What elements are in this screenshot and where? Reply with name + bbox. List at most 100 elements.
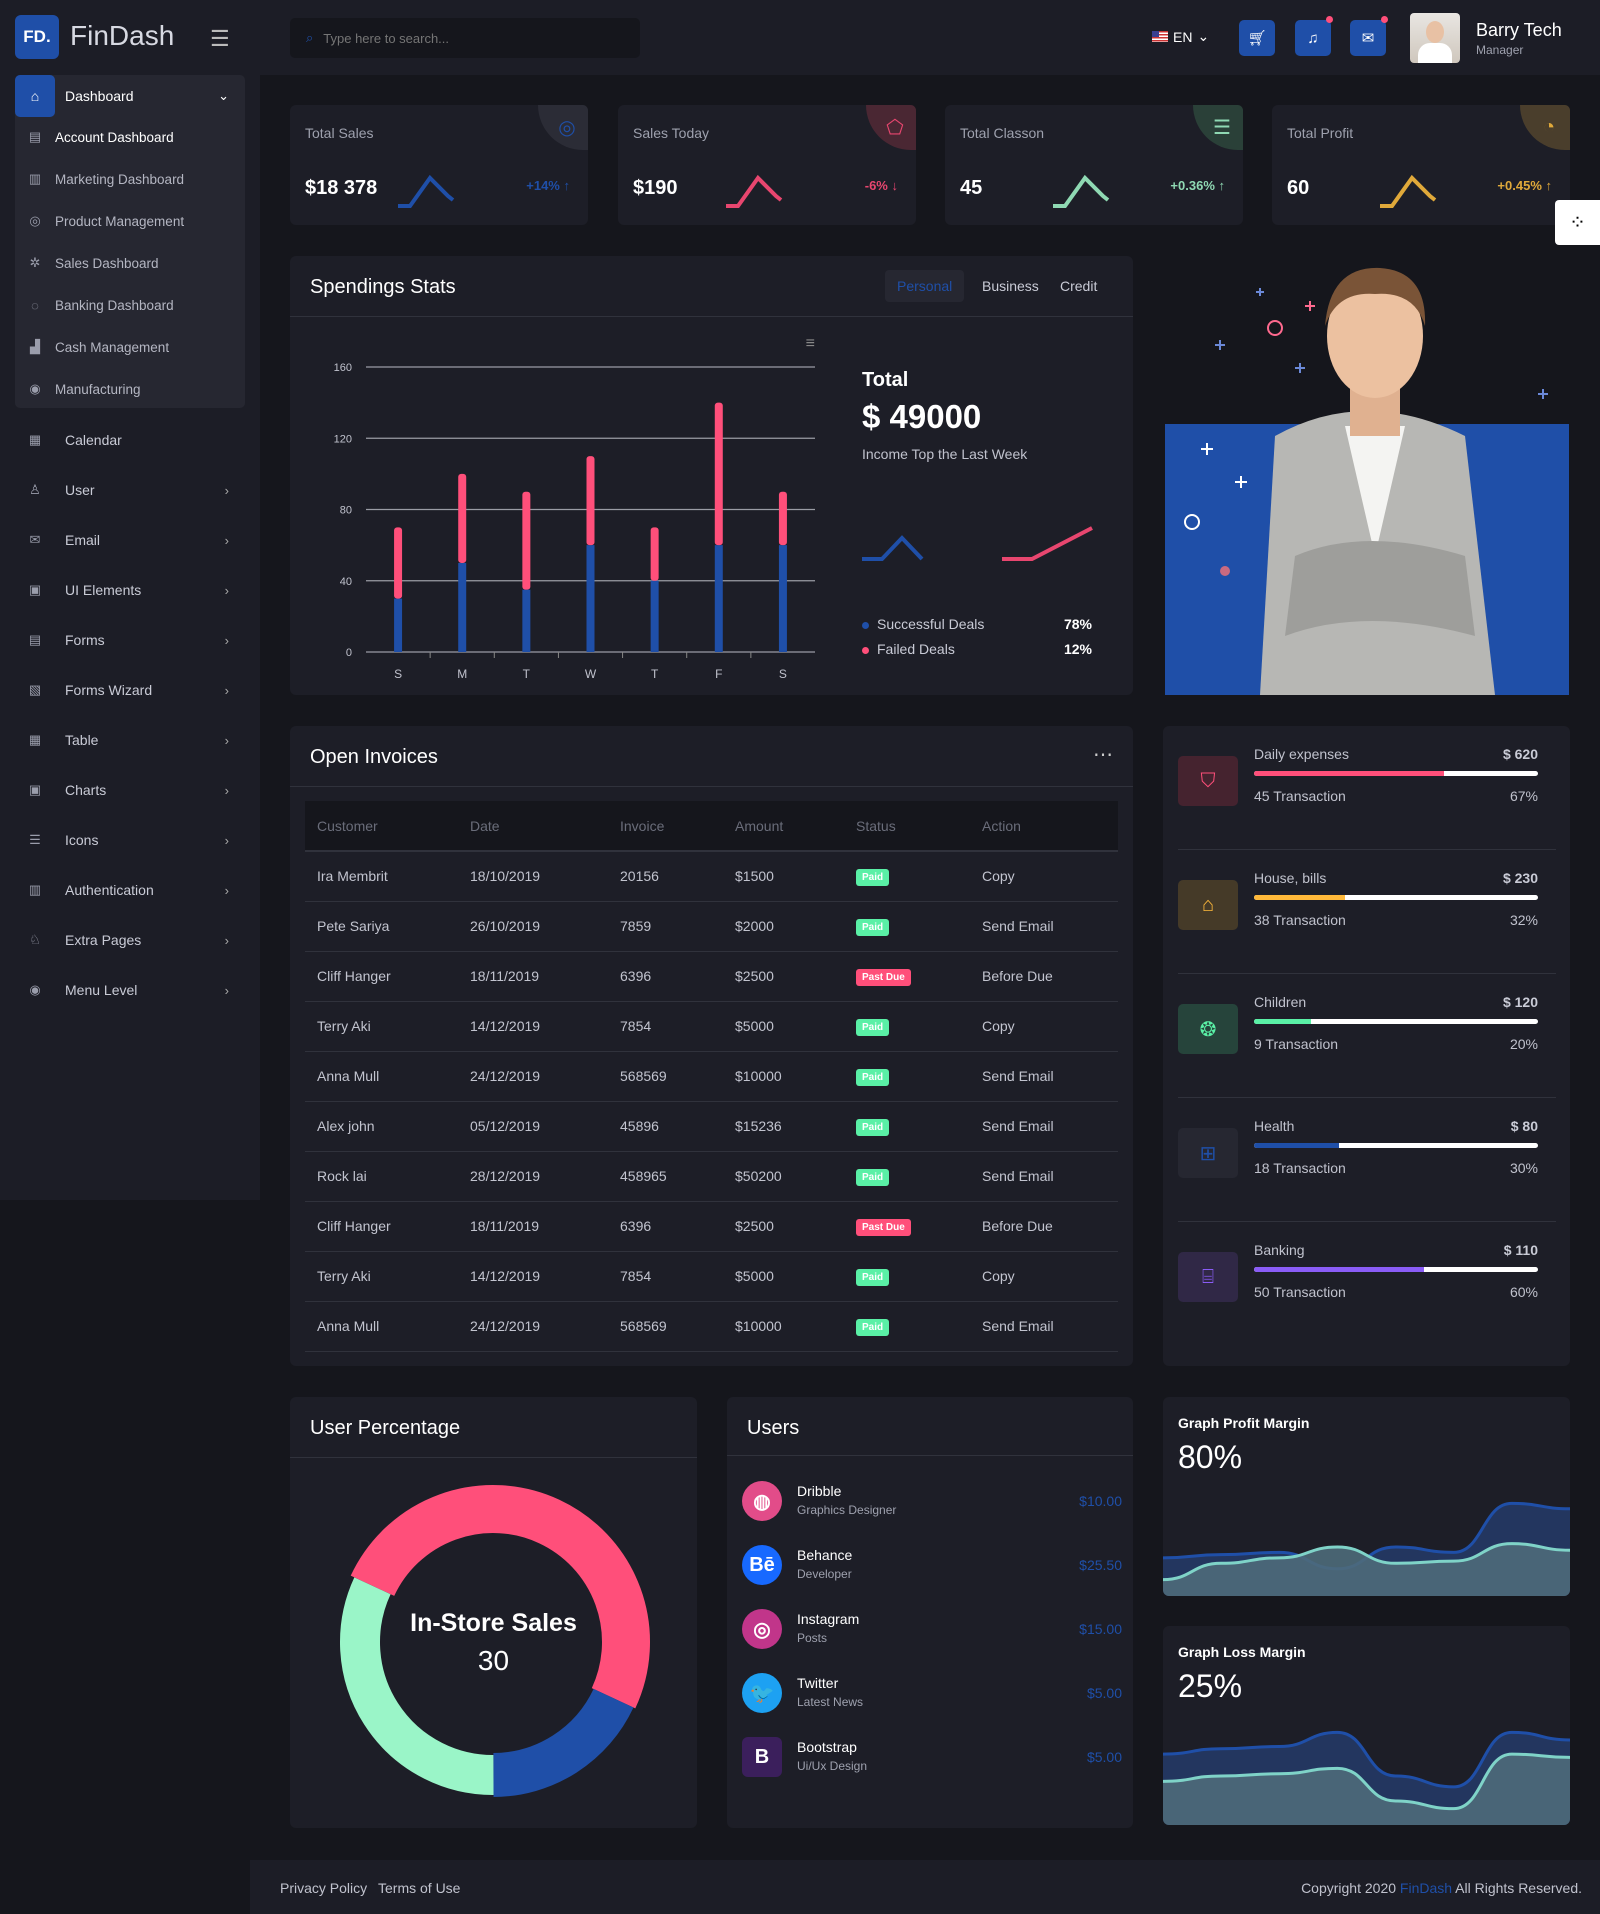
bar-successful-deals <box>458 562 467 652</box>
chevron-right-icon: › <box>224 782 229 798</box>
search-input[interactable] <box>323 30 614 46</box>
table-row[interactable]: Cliff Hanger 18/11/2019 6396 $2500 Past Due B… <box>305 1201 1118 1252</box>
table-row[interactable]: Alex john 05/12/2019 45896 $15236 Paid Send E… <box>305 1101 1118 1152</box>
tab-credit[interactable]: Credit <box>1060 278 1098 294</box>
amount-cell: $10000 <box>723 1051 844 1102</box>
sidebar-item-charts[interactable]: ▣ Charts › <box>15 770 245 810</box>
bar-failed-deals <box>714 402 723 546</box>
aperture-icon: ❂ <box>1178 1004 1238 1054</box>
action-link[interactable]: Send Email <box>970 1051 1118 1102</box>
tab-personal[interactable]: Personal <box>885 270 965 302</box>
table-row[interactable]: Rock lai 28/12/2019 458965 $50200 Paid Send E… <box>305 1151 1118 1202</box>
table-row[interactable]: Ira Membrit 18/10/2019 20156 $1500 Paid Copy <box>305 851 1118 902</box>
sidebar-subitem[interactable]: ◌ Banking Dashboard <box>15 285 245 325</box>
house-icon: ⌂ <box>1178 880 1238 930</box>
table-row[interactable]: Terry Aki 14/12/2019 7854 $5000 Paid Copy <box>305 1001 1118 1052</box>
sidebar-subitem[interactable]: ✲ Sales Dashboard <box>15 243 245 283</box>
column-header[interactable]: Customer <box>305 801 458 852</box>
sidebar-item-user[interactable]: ♙ User › <box>15 470 245 510</box>
sidebar-subitem[interactable]: ▟ Cash Management <box>15 327 245 367</box>
column-header[interactable]: Date <box>458 801 608 852</box>
invoice-cell: 458965 <box>608 1151 723 1202</box>
sidebar-subitem[interactable]: ▥ Marketing Dashboard <box>15 159 245 199</box>
amount-cell: $2500 <box>723 951 844 1002</box>
privacy-policy-link[interactable]: Privacy Policy <box>280 1880 368 1896</box>
area-fill <box>1163 1543 1570 1596</box>
action-link[interactable]: Before Due <box>970 1201 1118 1252</box>
arrow-up-icon: ↑ <box>1545 178 1553 193</box>
table-row[interactable]: Pete Sariya 26/10/2019 7859 $2000 Paid Send E… <box>305 901 1118 952</box>
action-link[interactable]: Copy <box>970 1001 1118 1052</box>
avatar[interactable] <box>1410 13 1460 63</box>
header: FD. FinDash ☰ ⌕ EN⌄ 🛒︎ ♫ ✉ Barry Tech Ma… <box>0 0 1600 75</box>
action-link[interactable]: Before Due <box>970 951 1118 1002</box>
bar-successful-deals <box>586 545 595 652</box>
chevron-right-icon: › <box>224 932 229 948</box>
invoices-table: Customer Date Invoice Amount Status Action Ira… <box>305 801 1118 1352</box>
action-link[interactable]: Send Email <box>970 901 1118 952</box>
column-header[interactable]: Invoice <box>608 801 723 852</box>
brand-link[interactable]: FinDash <box>1399 1880 1453 1896</box>
language-select[interactable]: EN ⌄ <box>1152 28 1209 45</box>
stat-card: ◔ Total Profit 60 +0.45% ↑ <box>1272 105 1570 225</box>
user-list-item[interactable]: ◎ Instagram Posts $15.00 <box>742 1597 1122 1661</box>
app-name[interactable]: FinDash <box>70 20 175 51</box>
sidebar-item-dashboard[interactable]: ⌂ Dashboard ⌄ <box>15 75 245 117</box>
invoice-cell: 7854 <box>608 1251 723 1302</box>
menu-icon[interactable]: ☰ <box>210 26 230 51</box>
invoice-cell: 7859 <box>608 901 723 952</box>
more-options-icon[interactable]: ⋯ <box>1093 744 1113 766</box>
column-header[interactable]: Action <box>970 801 1118 852</box>
tab-business[interactable]: Business <box>982 278 1039 294</box>
user-list-item[interactable]: 🐦 Twitter Latest News $5.00 <box>742 1661 1122 1725</box>
stat-value: 60 <box>1287 177 1310 199</box>
sidebar-item-forms[interactable]: ▤ Forms › <box>15 620 245 660</box>
menu-item-icon: ◉ <box>29 982 41 997</box>
user-list-item[interactable]: Bē Behance Developer $25.50 <box>742 1533 1122 1597</box>
action-link[interactable]: Send Email <box>970 1101 1118 1152</box>
status-badge: Paid <box>856 1318 890 1336</box>
user-name[interactable]: Barry Tech <box>1476 20 1562 40</box>
sidebar-item-ui-elements[interactable]: ▣ UI Elements › <box>15 570 245 610</box>
action-link[interactable]: Copy <box>970 1251 1118 1302</box>
sidebar-subitem[interactable]: ◉ Manufacturing <box>15 369 245 409</box>
amount-cell: $5000 <box>723 1251 844 1302</box>
table-row[interactable]: Terry Aki 14/12/2019 7854 $5000 Paid Copy <box>305 1251 1118 1302</box>
notifications-button[interactable]: ♫ <box>1295 16 1333 56</box>
sidebar-subitem[interactable]: ▤ Account Dashboard <box>15 117 245 157</box>
sidebar-item-icons[interactable]: ☰ Icons › <box>15 820 245 860</box>
terms-link[interactable]: Terms of Use <box>378 1880 461 1896</box>
sidebar-item-calendar[interactable]: ▦ Calendar <box>15 420 245 460</box>
user-list-item[interactable]: B Bootstrap Ui/Ux Design $5.00 <box>742 1725 1122 1789</box>
status-badge: Paid <box>856 868 890 886</box>
sidebar-item-email[interactable]: ✉ Email › <box>15 520 245 560</box>
sidebar-item-forms-wizard[interactable]: ▧ Forms Wizard › <box>15 670 245 710</box>
settings-spinner-icon[interactable]: ⁘ <box>1555 200 1600 245</box>
submenu-icon: ▤ <box>28 129 42 144</box>
user-list-item[interactable]: ◍ Dribble Graphics Designer $10.00 <box>742 1469 1122 1533</box>
sidebar-subitem[interactable]: ◎ Product Management <box>15 201 245 241</box>
chevron-right-icon: › <box>224 532 229 548</box>
stat-value: 45 <box>960 177 983 199</box>
stat-sparkline <box>398 174 455 208</box>
submenu-icon: ◎ <box>29 213 41 228</box>
user-percentage-card: User Percentage In-Store Sales 30 <box>290 1397 697 1828</box>
table-row[interactable]: Anna Mull 24/12/2019 568569 $10000 Paid Send … <box>305 1301 1118 1352</box>
messages-button[interactable]: ✉ <box>1350 16 1388 56</box>
table-row[interactable]: Cliff Hanger 18/11/2019 6396 $2500 Past Due B… <box>305 951 1118 1002</box>
bank-icon: ⌸ <box>1178 1252 1238 1302</box>
cart-button[interactable]: 🛒︎ <box>1239 20 1275 56</box>
table-row[interactable]: Anna Mull 24/12/2019 568569 $10000 Paid Send … <box>305 1051 1118 1102</box>
sidebar-item-table[interactable]: ▦ Table › <box>15 720 245 760</box>
hospital-icon: ⊞ <box>1178 1128 1238 1178</box>
sidebar-item-extra-pages[interactable]: ♘ Extra Pages › <box>15 920 245 960</box>
date-cell: 24/12/2019 <box>458 1301 608 1352</box>
action-link[interactable]: Copy <box>970 851 1118 902</box>
column-header[interactable]: Amount <box>723 801 844 852</box>
action-link[interactable]: Send Email <box>970 1301 1118 1352</box>
sidebar-item-authentication[interactable]: ▥ Authentication › <box>15 870 245 910</box>
column-header[interactable]: Status <box>844 801 970 852</box>
sidebar-item-menu-level[interactable]: ◉ Menu Level › <box>15 970 245 1010</box>
action-link[interactable]: Send Email <box>970 1151 1118 1202</box>
logo-mark[interactable]: FD. <box>15 15 59 59</box>
